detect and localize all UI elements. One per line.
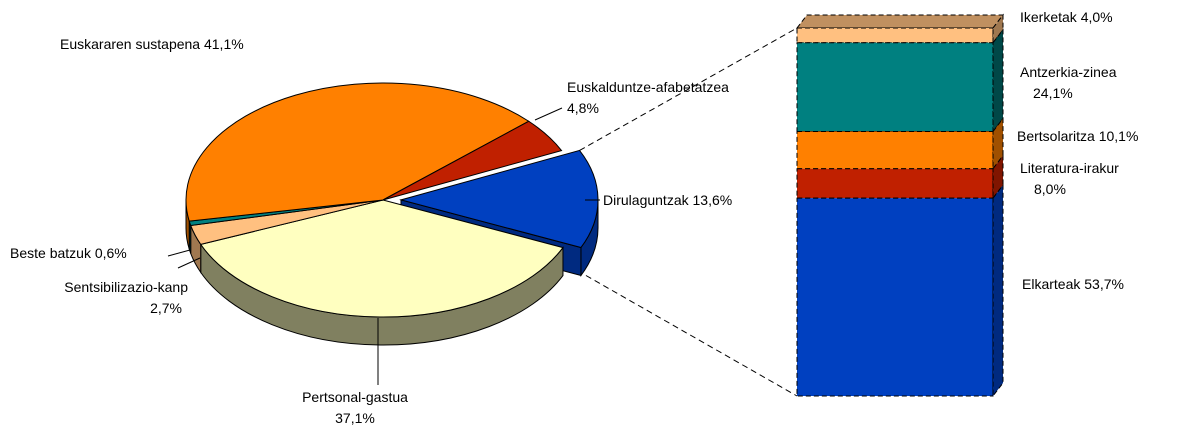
slice	[399, 149, 599, 249]
bar-segment	[796, 197, 994, 397]
slice	[185, 82, 530, 222]
label-name: Euskararen sustapena	[60, 36, 200, 52]
label-value: 53,7%	[1084, 276, 1124, 292]
data-label: Ikerketak 4,0%	[1020, 9, 1113, 25]
label-value: 2,7%	[150, 300, 182, 316]
data-label: Elkarteak 53,7%	[1022, 276, 1124, 292]
label-name: Literatura-irakur	[1020, 160, 1119, 176]
data-label: Literatura-irakur 8,0%	[1020, 160, 1119, 197]
bar-side	[992, 28, 1004, 133]
bar-top	[795, 14, 1005, 29]
data-label: Euskararen sustapena 41,1%	[60, 36, 244, 52]
label-value: 4,8%	[567, 100, 599, 116]
label-name: Beste batzuk	[10, 245, 92, 261]
data-label: Beste batzuk 0,6%	[10, 245, 127, 261]
bar-segment	[796, 168, 994, 199]
label-value: 41,1%	[204, 36, 244, 52]
label-value: 13,6%	[693, 192, 733, 208]
connector	[579, 27, 798, 151]
data-label: Euskalduntze-afabetatzea 4,8%	[567, 79, 729, 116]
data-label: Bertsolaritza 10,1%	[1017, 128, 1138, 144]
data-label: Pertsonal-gastua 37,1%	[302, 389, 408, 426]
bar-side	[992, 183, 1004, 398]
data-label: Dirulaguntzak 13,6%	[603, 192, 732, 208]
label-name: Pertsonal-gastua	[302, 389, 408, 405]
label-value: 24,1%	[1033, 85, 1073, 101]
leader-line	[167, 249, 191, 257]
bar-side	[992, 13, 1004, 45]
leader-line	[534, 107, 563, 121]
bar-side	[992, 154, 1004, 200]
label-name: Antzerkia-zinea	[1020, 64, 1117, 80]
label-name: Euskalduntze-afabetatzea	[567, 79, 729, 95]
leader-line	[177, 257, 201, 269]
label-name: Bertsolaritza	[1017, 128, 1095, 144]
label-name: Sentsibilizazio-kanp	[64, 279, 188, 295]
bar-side	[992, 117, 1004, 171]
bar-segment	[796, 27, 994, 44]
data-label: Sentsibilizazio-kanp 2,7%	[64, 279, 188, 316]
bar-segment	[796, 42, 994, 133]
label-value: 0,6%	[95, 245, 127, 261]
slice	[382, 120, 563, 201]
label-name: Ikerketak	[1020, 9, 1078, 25]
label-value: 37,1%	[335, 410, 375, 426]
label-name: Elkarteak	[1022, 276, 1081, 292]
label-value: 10,1%	[1099, 128, 1139, 144]
data-label: Antzerkia-zinea 24,1%	[1020, 64, 1117, 101]
slice	[199, 199, 564, 318]
label-value: 8,0%	[1034, 181, 1066, 197]
bar-segment	[796, 131, 994, 170]
label-value: 4,0%	[1081, 9, 1113, 25]
label-name: Dirulaguntzak	[603, 192, 690, 208]
connector	[585, 275, 798, 397]
